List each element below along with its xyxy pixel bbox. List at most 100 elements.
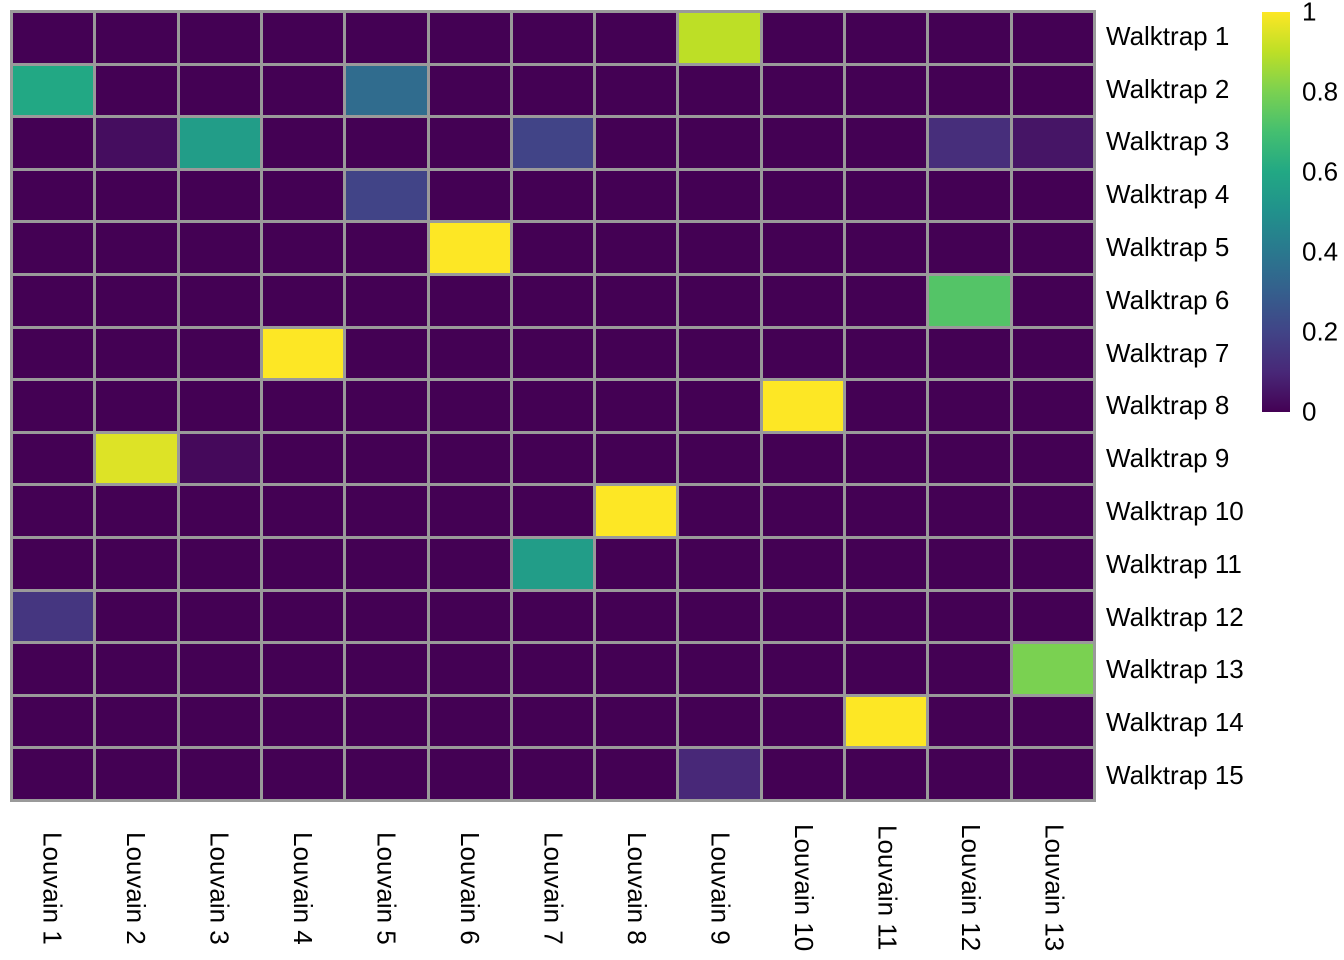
heatmap-cell (179, 118, 260, 168)
heatmap-cell (262, 696, 344, 747)
row-axis-label: Walktrap 14 (1106, 707, 1244, 738)
heatmap-cell (346, 223, 427, 273)
heatmap-cell (429, 696, 510, 747)
heatmap-cell (846, 118, 927, 168)
heatmap-cell (96, 65, 177, 116)
heatmap-cell (512, 275, 594, 326)
heatmap-cell (96, 644, 177, 694)
heatmap-cell (846, 644, 927, 694)
heatmap-cell (762, 275, 844, 326)
heatmap-cell (179, 65, 260, 116)
heatmap-cell (1012, 118, 1093, 168)
heatmap-cell (346, 328, 427, 379)
row-axis-label: Walktrap 15 (1106, 760, 1244, 791)
heatmap-cell (679, 65, 760, 116)
heatmap-cell (762, 644, 844, 694)
heatmap-cell (596, 538, 677, 589)
heatmap-cell (179, 644, 260, 694)
heatmap-cell (679, 275, 760, 326)
heatmap-cell (846, 328, 927, 379)
heatmap-cell (429, 644, 510, 694)
heatmap-cell (929, 486, 1010, 536)
heatmap-cell (179, 433, 260, 484)
heatmap-cell (179, 328, 260, 379)
heatmap-cell (512, 749, 594, 799)
heatmap-cell (13, 328, 94, 379)
row-axis-label: Walktrap 5 (1106, 232, 1230, 263)
heatmap-cell (13, 696, 94, 747)
col-axis-label: Louvain 3 (204, 831, 235, 945)
heatmap-cell (13, 644, 94, 694)
heatmap-cell (13, 223, 94, 273)
heatmap-cell (679, 644, 760, 694)
heatmap-cell (1012, 433, 1093, 484)
heatmap-cell (762, 118, 844, 168)
heatmap-cell (846, 381, 927, 431)
heatmap-cell (929, 223, 1010, 273)
heatmap-cell (13, 65, 94, 116)
heatmap-cell (262, 65, 344, 116)
heatmap-cell (762, 591, 844, 642)
heatmap-cell (1012, 696, 1093, 747)
heatmap-cell (179, 223, 260, 273)
heatmap-cell (13, 538, 94, 589)
heatmap-cell (429, 749, 510, 799)
row-axis-label: Walktrap 6 (1106, 284, 1230, 315)
heatmap-cell (929, 13, 1010, 63)
heatmap-cell (512, 591, 594, 642)
row-axis-label: Walktrap 10 (1106, 496, 1244, 527)
heatmap-cell (96, 749, 177, 799)
heatmap-cell (429, 328, 510, 379)
heatmap-cell (929, 696, 1010, 747)
row-axis-label: Walktrap 12 (1106, 601, 1244, 632)
col-axis-label: Louvain 13 (1039, 824, 1070, 952)
heatmap-cell (429, 223, 510, 273)
heatmap-cell (762, 696, 844, 747)
col-axis-label: Louvain 10 (789, 824, 820, 952)
heatmap-cell (262, 486, 344, 536)
heatmap-cell (13, 591, 94, 642)
heatmap-cell (929, 433, 1010, 484)
heatmap-cell (596, 644, 677, 694)
heatmap-cell (346, 644, 427, 694)
heatmap-cell (96, 223, 177, 273)
heatmap-cell (13, 118, 94, 168)
heatmap-cell (512, 13, 594, 63)
colorbar-tick-label: 1 (1302, 0, 1317, 27)
col-axis-label: Louvain 2 (120, 831, 151, 945)
heatmap-cell (262, 749, 344, 799)
heatmap-cell (1012, 749, 1093, 799)
heatmap-cell (762, 433, 844, 484)
heatmap-cell (13, 275, 94, 326)
heatmap-cell (262, 170, 344, 221)
heatmap-cell (13, 749, 94, 799)
colorbar-tick-label: 0.4 (1302, 236, 1339, 267)
heatmap-cell (429, 65, 510, 116)
heatmap-cell (1012, 538, 1093, 589)
heatmap-cell (429, 275, 510, 326)
heatmap-cell (96, 13, 177, 63)
heatmap-cell (262, 328, 344, 379)
heatmap-cell (929, 118, 1010, 168)
heatmap-cell (596, 13, 677, 63)
heatmap-cell (262, 538, 344, 589)
heatmap-cell (262, 118, 344, 168)
heatmap-cell (96, 538, 177, 589)
heatmap-cell (346, 275, 427, 326)
heatmap-cell (679, 223, 760, 273)
heatmap-cell (762, 381, 844, 431)
col-axis-label: Louvain 12 (956, 824, 987, 952)
heatmap-cell (346, 433, 427, 484)
row-axis-label: Walktrap 4 (1106, 179, 1230, 210)
heatmap-cell (13, 433, 94, 484)
col-axis-label: Louvain 6 (454, 831, 485, 945)
heatmap-cell (429, 433, 510, 484)
heatmap-cell (679, 538, 760, 589)
heatmap-cell (846, 275, 927, 326)
colorbar-tick-label: 0.8 (1302, 76, 1339, 107)
heatmap-cell (1012, 223, 1093, 273)
heatmap-cell (846, 433, 927, 484)
heatmap-cell (1012, 65, 1093, 116)
heatmap-cell (929, 170, 1010, 221)
row-axis-label: Walktrap 8 (1106, 390, 1230, 421)
